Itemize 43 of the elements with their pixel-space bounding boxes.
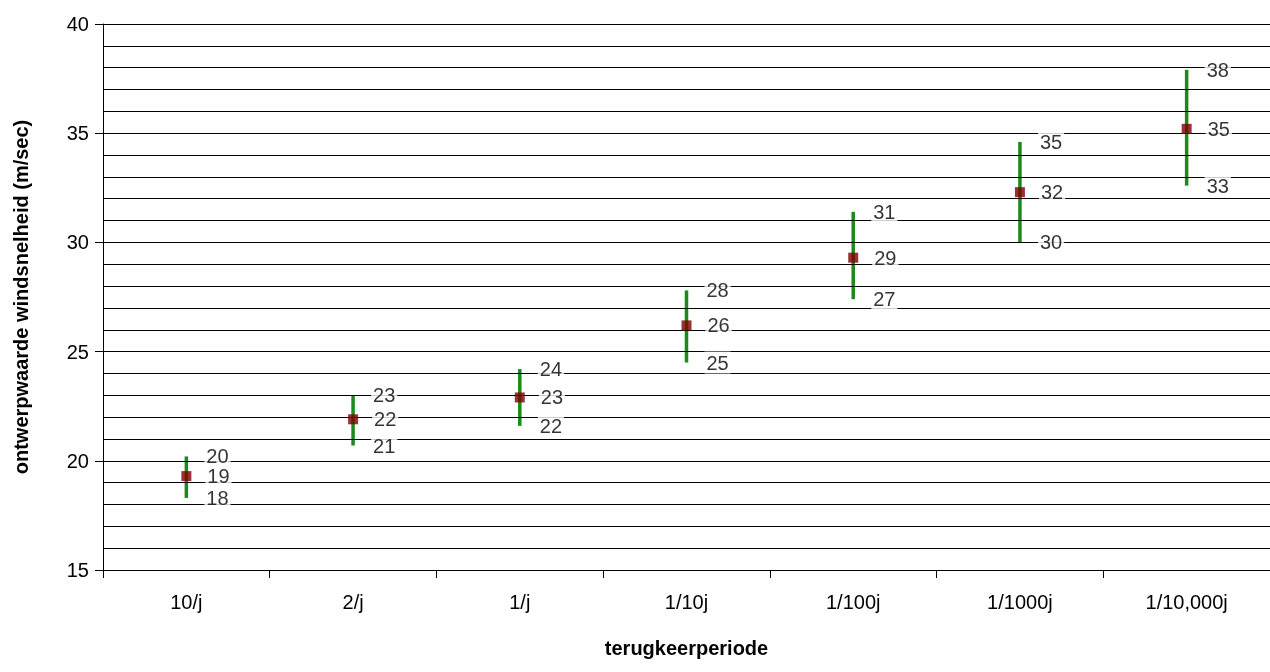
point [1014,187,1025,198]
y-tick-label: 35 [66,122,89,145]
x-tick-label: 1/100j [825,591,881,613]
annotation: 22 [539,414,563,437]
data-label: 32 [1040,181,1064,204]
y-tick-label: 30 [66,231,89,254]
x-tick-label: 1/j [509,591,531,613]
annotation: 18 [206,486,229,509]
annotation: 38 [1206,58,1229,81]
x-tick-label: 1/10j [664,591,709,613]
point [848,252,859,263]
point [181,471,192,482]
annotation: 28 [706,279,729,302]
annotation: 21 [373,434,396,457]
annotation: 31 [873,200,896,223]
annotation: 23 [373,384,396,407]
data-label: 19 [207,465,230,488]
point [1181,123,1192,134]
y-tick-label: 20 [66,449,89,472]
x-axis-title: terugkeerperiode [604,637,769,659]
x-tick-label: 10/j [170,591,203,613]
annotation: 27 [873,288,896,311]
annotation: 30 [1039,231,1063,254]
data-label: 22 [374,408,397,431]
annotation: 35 [1039,130,1063,153]
x-tick-label: 1/10,000j [1145,591,1228,613]
data-label: 23 [540,386,564,409]
point [514,392,525,403]
y-tick-label: 25 [66,340,89,363]
x-tick-label: 2/j [342,591,364,613]
annotation: 25 [706,351,729,374]
data-label: 29 [874,246,897,269]
y-tick-label: 15 [66,559,89,581]
y-axis-title: ontwerpwaarde windsnelheid (m/sec) [10,119,32,475]
annotation: 24 [539,358,563,381]
point [348,414,359,425]
y-tick-label: 40 [66,13,89,35]
data-label: 35 [1207,117,1230,140]
annotation: 20 [206,445,229,468]
data-label: 26 [707,314,730,337]
annotation: 33 [1206,174,1229,197]
x-tick-label: 1/1000j [987,591,1053,613]
point [681,320,692,331]
